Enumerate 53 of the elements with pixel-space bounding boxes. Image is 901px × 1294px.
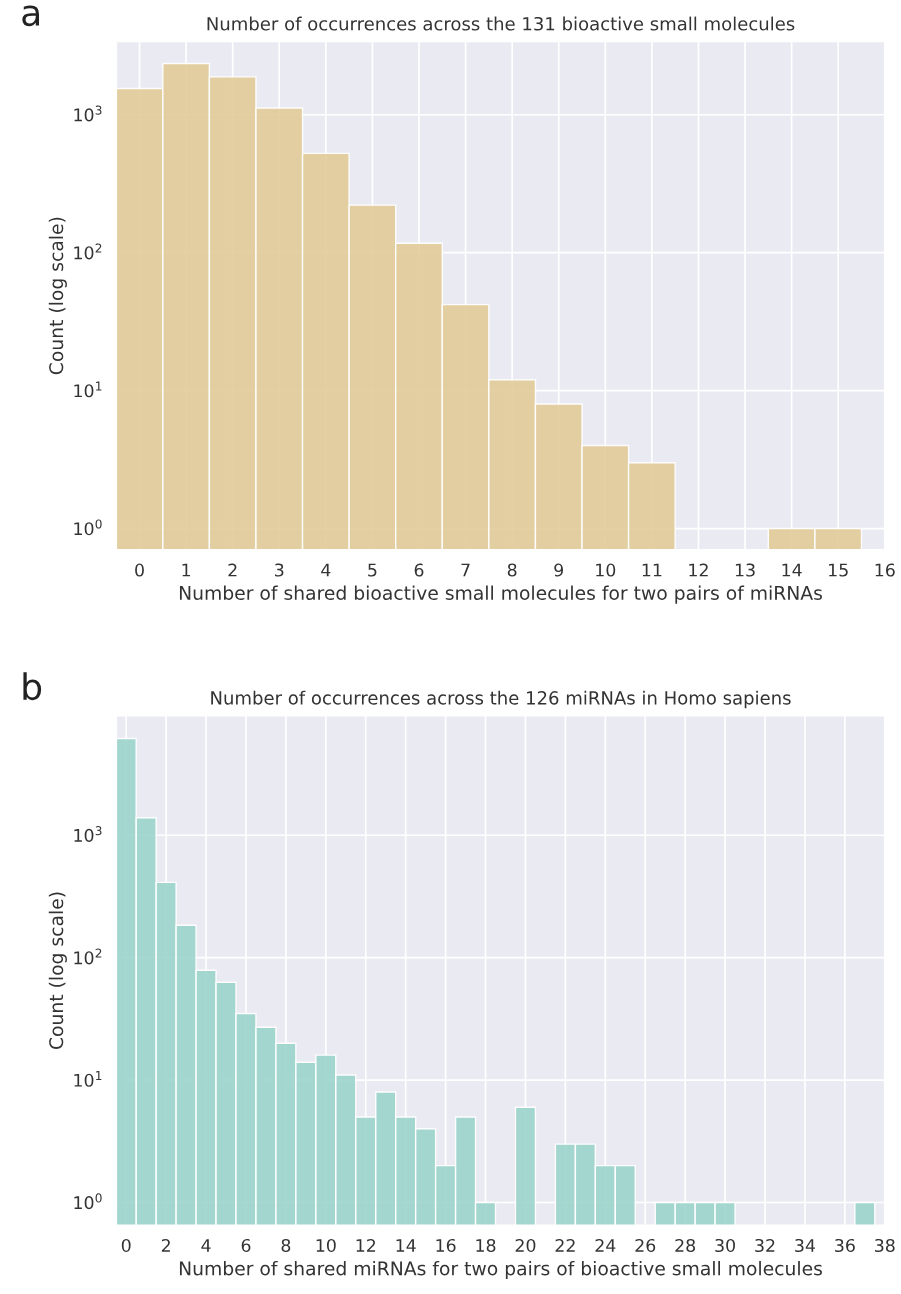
x-tick-label: 18 bbox=[476, 1238, 496, 1253]
text: b bbox=[23, 672, 42, 701]
y-tick-label: 10$^{3}$ bbox=[74, 826, 102, 842]
y-tick-label: 10$^{3}$ bbox=[74, 105, 102, 122]
x-tick-label: 2 bbox=[228, 563, 237, 577]
x-tick-label: 0 bbox=[135, 563, 144, 577]
x-tick-label: 14 bbox=[396, 1239, 416, 1252]
x-tick-label: 36 bbox=[835, 1238, 855, 1253]
x-tick-label: 4 bbox=[201, 1239, 211, 1252]
x-tick-label: 9 bbox=[554, 563, 564, 577]
x-tick-label: 0 bbox=[121, 1238, 131, 1253]
x-tick-label: 1 bbox=[182, 563, 191, 577]
x-tick-label: 3 bbox=[275, 563, 284, 577]
x-axis-title: Number of shared bioactive small molecules for two pairs of miRNAs bbox=[179, 585, 822, 604]
x-axis-title: Number of shared miRNAs for two pairs of bioactive small molecules bbox=[179, 1260, 822, 1280]
x-tick-label: 11 bbox=[642, 563, 662, 577]
x-tick-label: 6 bbox=[241, 1238, 251, 1253]
x-tick-label: 20 bbox=[515, 1238, 536, 1253]
x-tick-label: 6 bbox=[414, 563, 424, 577]
y-tick-label: 10$^{2}$ bbox=[74, 243, 102, 260]
y-tick-label: 10$^{2}$ bbox=[74, 948, 102, 965]
y-axis-title: Count (log scale) bbox=[48, 892, 67, 1050]
x-tick-label: 12 bbox=[689, 563, 708, 577]
x-tick-label: 32 bbox=[755, 1238, 775, 1253]
x-tick-label: 13 bbox=[735, 563, 755, 577]
y-tick-label: 10$^{0}$ bbox=[74, 1193, 102, 1210]
y-tick-label: 10$^{1}$ bbox=[74, 1071, 102, 1087]
x-tick-label: 16 bbox=[436, 1238, 456, 1253]
x-tick-label: 15 bbox=[829, 563, 848, 577]
text: a bbox=[22, 5, 40, 27]
x-tick-label: 14 bbox=[782, 563, 802, 577]
x-tick-label: 28 bbox=[675, 1238, 696, 1253]
x-tick-label: 10 bbox=[316, 1238, 336, 1253]
y-axis-title: Count (log scale) bbox=[48, 217, 67, 375]
x-tick-label: 26 bbox=[635, 1238, 656, 1253]
x-tick-label: 16 bbox=[875, 563, 895, 577]
x-tick-label: 2 bbox=[161, 1238, 170, 1252]
chart-title: Number of occurrences across the 126 miRNAs in Homo sapiens bbox=[211, 690, 791, 709]
x-tick-label: 22 bbox=[555, 1238, 575, 1252]
x-tick-label: 24 bbox=[595, 1238, 616, 1252]
x-tick-label: 38 bbox=[875, 1238, 895, 1253]
x-tick-label: 30 bbox=[715, 1238, 735, 1253]
chart-title: Number of occurrences across the 131 bioactive small molecules bbox=[207, 16, 795, 31]
y-tick-label: 10$^{1}$ bbox=[74, 381, 102, 398]
x-tick-label: 10 bbox=[596, 563, 616, 577]
x-tick-label: 8 bbox=[507, 563, 517, 577]
x-tick-label: 7 bbox=[461, 563, 470, 577]
x-tick-label: 4 bbox=[321, 563, 331, 577]
y-tick-label: 10$^{0}$ bbox=[74, 519, 102, 536]
x-tick-label: 34 bbox=[795, 1238, 815, 1253]
x-tick-label: 5 bbox=[368, 563, 377, 577]
x-tick-label: 8 bbox=[281, 1238, 291, 1253]
x-tick-label: 12 bbox=[356, 1238, 376, 1252]
